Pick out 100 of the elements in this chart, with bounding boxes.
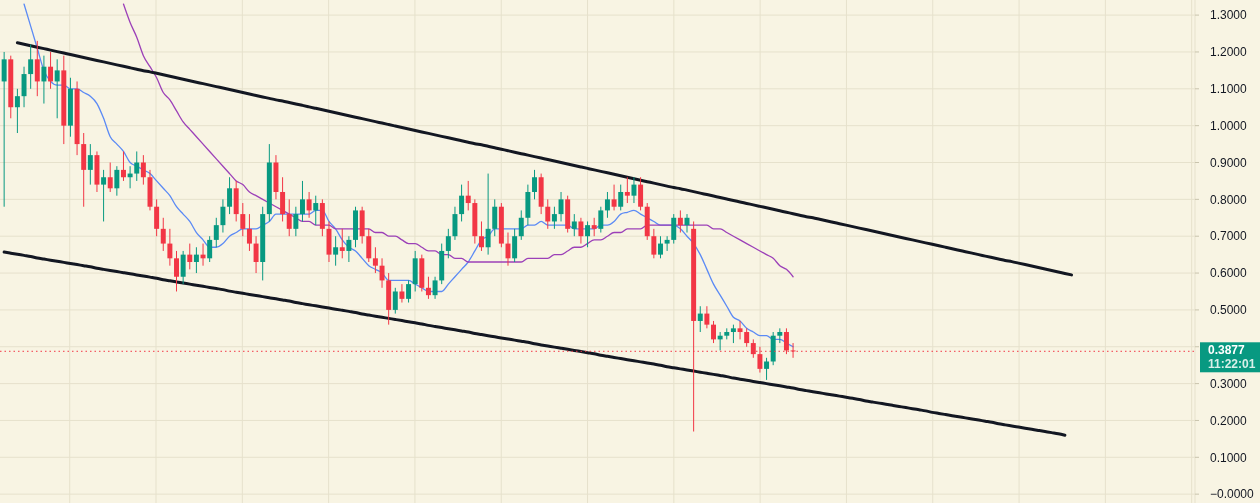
candlestick xyxy=(764,357,770,381)
candlestick xyxy=(611,184,617,211)
y-tick-label: 0.5000 xyxy=(1210,303,1248,318)
candlestick xyxy=(671,213,677,245)
candlestick xyxy=(193,246,199,274)
candlestick xyxy=(730,324,736,344)
candlestick xyxy=(54,58,60,119)
candlestick xyxy=(492,198,498,237)
candlestick xyxy=(485,173,491,256)
y-tick-label: 0.9000 xyxy=(1210,155,1248,170)
candlestick xyxy=(306,191,312,219)
candlestick xyxy=(478,220,484,252)
candlestick xyxy=(140,154,146,186)
candlestick xyxy=(571,213,577,237)
y-tick-label: 0.3000 xyxy=(1210,376,1248,391)
candlestick xyxy=(48,51,54,90)
candlestick xyxy=(28,44,34,90)
candlestick xyxy=(585,220,591,248)
candlestick xyxy=(432,276,438,300)
y-tick-label: 1.3000 xyxy=(1210,8,1248,23)
ref-line-label: 0.3877 xyxy=(1208,343,1246,358)
candlestick xyxy=(1,51,7,208)
y-tick-label: 1.0000 xyxy=(1210,118,1248,133)
y-tick-label: 0.1000 xyxy=(1210,450,1248,465)
candlestick xyxy=(160,217,166,252)
candlestick xyxy=(366,228,372,263)
candlestick xyxy=(346,235,352,263)
candlestick xyxy=(677,209,683,234)
candlestick xyxy=(213,217,219,248)
candlestick xyxy=(532,169,537,200)
candlestick xyxy=(207,235,213,263)
candlestick xyxy=(14,88,20,134)
candlestick xyxy=(41,55,47,105)
candlestick xyxy=(220,198,226,234)
candlestick xyxy=(591,217,597,237)
candlestick xyxy=(545,198,551,230)
candlestick xyxy=(134,150,140,182)
candlestick xyxy=(114,165,120,197)
candlestick xyxy=(280,176,286,222)
candlestick xyxy=(372,246,378,274)
candlestick xyxy=(101,169,107,222)
candlestick xyxy=(187,243,193,270)
y-tick-label: 0.8000 xyxy=(1210,192,1248,207)
y-tick-label: 1.2000 xyxy=(1210,45,1248,60)
candlestick xyxy=(180,250,186,285)
candlestick xyxy=(34,40,40,97)
candlestick xyxy=(445,228,451,259)
y-tick-label: 0.2000 xyxy=(1210,413,1248,428)
candlestick xyxy=(286,198,292,237)
candlestick xyxy=(299,180,305,222)
candlestick xyxy=(167,228,173,267)
candlestick xyxy=(518,209,524,241)
candlestick xyxy=(551,206,557,230)
candlestick xyxy=(246,213,252,252)
candlestick xyxy=(333,235,339,267)
candlestick xyxy=(578,217,584,245)
candlestick xyxy=(21,66,27,108)
candlestick xyxy=(406,279,412,304)
candlestick xyxy=(744,327,750,348)
candlestick xyxy=(174,250,179,292)
line-series xyxy=(122,3,794,278)
candlestick xyxy=(459,184,465,222)
candlestick xyxy=(120,150,126,182)
line-series xyxy=(15,41,1074,277)
candlestick xyxy=(737,320,743,340)
candlestick xyxy=(253,235,259,274)
candlestick xyxy=(598,206,604,234)
candlestick xyxy=(618,184,624,211)
candlestick xyxy=(664,235,670,252)
candlestick xyxy=(392,287,398,315)
candlestick xyxy=(651,228,657,259)
candlestick xyxy=(558,191,564,222)
candlestick xyxy=(154,198,160,237)
candlestick xyxy=(704,305,710,329)
candlestick xyxy=(379,257,385,289)
candlestick xyxy=(227,176,233,215)
candlestick xyxy=(107,162,113,193)
candlestick xyxy=(465,180,471,211)
candlestick xyxy=(452,206,458,241)
y-tick-label: 1.1000 xyxy=(1210,82,1248,97)
candlestick xyxy=(658,235,663,259)
y-tick-label: 0.7000 xyxy=(1210,229,1248,244)
candlestick xyxy=(313,195,319,226)
candlestick xyxy=(87,143,93,186)
y-tick-label: 0.6000 xyxy=(1210,266,1248,281)
y-tick-label: −0.0000 xyxy=(1210,487,1255,502)
candlestick xyxy=(604,191,610,219)
candlestick xyxy=(631,176,637,204)
candlestick xyxy=(399,283,405,304)
text: 11:22:01 xyxy=(1208,357,1256,372)
candlestick xyxy=(339,228,345,259)
candlestick xyxy=(293,206,299,237)
candlestick xyxy=(711,320,717,344)
candlestick xyxy=(638,176,644,211)
candlestick xyxy=(240,202,246,237)
candlestick xyxy=(512,228,518,263)
candlestick xyxy=(425,276,431,300)
line-series xyxy=(2,250,1067,437)
candlestick xyxy=(624,176,630,204)
candlestick xyxy=(697,305,703,333)
